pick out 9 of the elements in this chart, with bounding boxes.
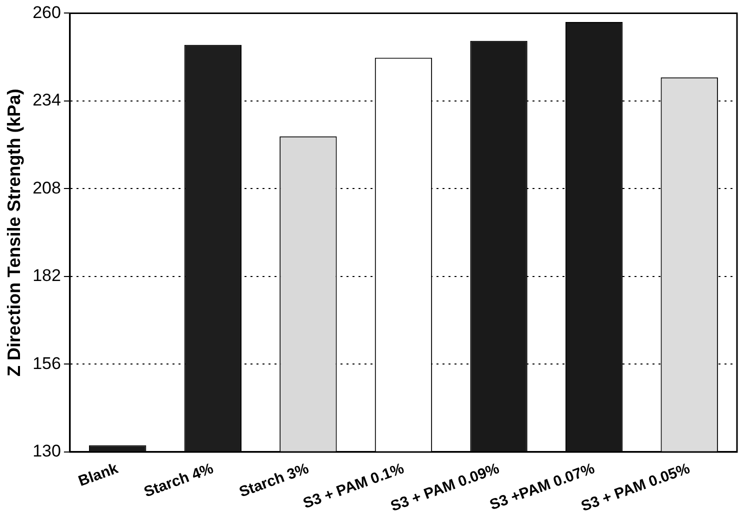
x-tick-label: Blank [76,460,122,490]
x-tick-label: Starch 4% [142,460,216,501]
y-tick-label: 260 [32,2,61,22]
y-axis-title: Z Direction Tensile Strength (kPa) [4,88,24,376]
y-tick-label: 182 [32,266,61,286]
y-tick-label: 234 [32,90,61,110]
y-tick-label: 156 [32,354,61,373]
y-tick-label: 130 [32,442,61,461]
y-tick-label: 208 [32,178,61,198]
